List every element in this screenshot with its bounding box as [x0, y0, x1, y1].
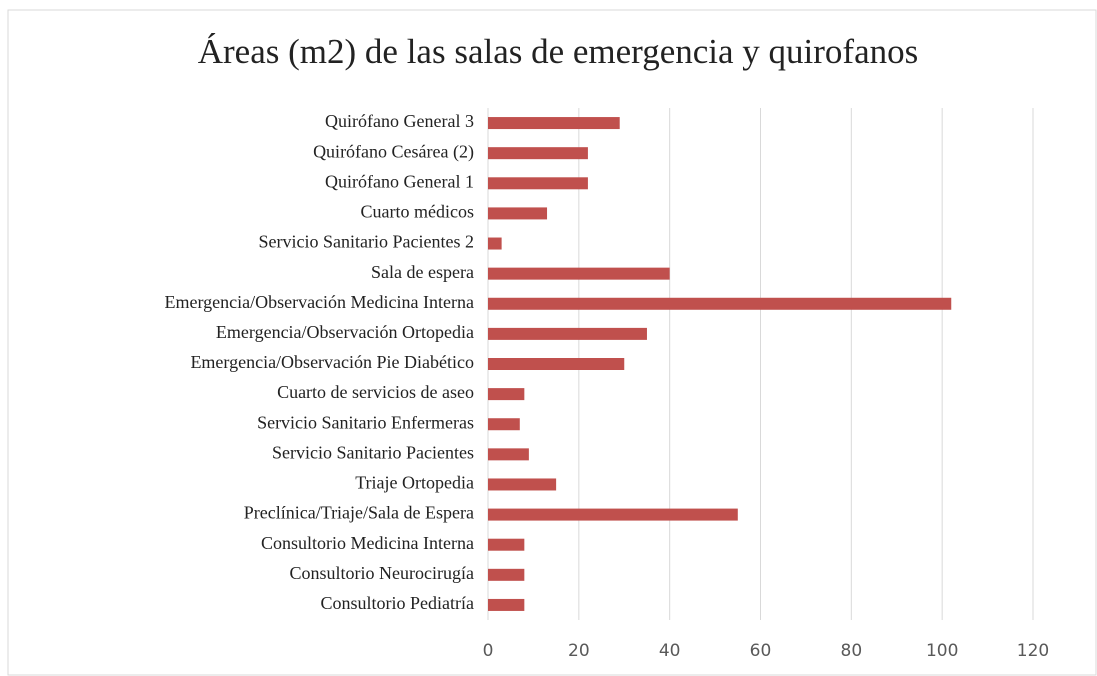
bar [488, 508, 738, 521]
chart-border [7, 9, 1097, 676]
y-tick-label: Triaje Ortopedia [355, 473, 474, 493]
bar [488, 267, 670, 280]
x-tick-label: 40 [659, 641, 681, 661]
y-tick-label: Emergencia/Observación Ortopedia [216, 322, 474, 342]
y-tick-label: Servicio Sanitario Pacientes [272, 442, 474, 462]
bar [488, 327, 647, 340]
bar [488, 538, 525, 551]
bar [488, 418, 520, 431]
y-tick-label: Cuarto de servicios de aseo [277, 382, 474, 402]
y-tick-label: Consultorio Neurocirugía [290, 563, 474, 583]
bar [488, 598, 525, 611]
x-tick-label: 0 [483, 641, 494, 661]
y-tick-label: Emergencia/Observación Medicina Interna [164, 292, 474, 312]
y-tick-label: Quirófano General 1 [325, 171, 474, 191]
y-tick-label: Servicio Sanitario Enfermeras [257, 412, 474, 432]
bar [488, 207, 548, 220]
y-tick-label: Sala de espera [371, 262, 474, 282]
bar [488, 177, 588, 190]
x-tick-label: 100 [926, 641, 958, 661]
bar [488, 448, 529, 461]
bar [488, 568, 525, 581]
x-tick-label: 120 [1017, 641, 1049, 661]
x-tick-label: 80 [841, 641, 863, 661]
x-tick-label: 20 [568, 641, 590, 661]
y-tick-label: Consultorio Pediatría [321, 593, 474, 613]
x-tick-label: 60 [750, 641, 772, 661]
bar [488, 388, 525, 401]
y-tick-label: Cuarto médicos [361, 202, 474, 222]
bar [488, 478, 557, 491]
bar [488, 117, 620, 130]
bar [488, 297, 952, 310]
y-tick-label: Preclínica/Triaje/Sala de Espera [244, 503, 474, 523]
bar [488, 147, 588, 160]
bar [488, 358, 625, 370]
y-tick-label: Quirófano Cesárea (2) [313, 141, 474, 162]
y-tick-label: Emergencia/Observación Pie Diabético [190, 352, 474, 372]
y-tick-label: Quirófano General 3 [325, 111, 474, 131]
y-tick-label: Consultorio Medicina Interna [261, 533, 474, 553]
chart-title: Áreas (m2) de las salas de emergencia y … [198, 32, 918, 71]
bar [488, 237, 502, 250]
y-tick-label: Servicio Sanitario Pacientes 2 [259, 232, 474, 252]
